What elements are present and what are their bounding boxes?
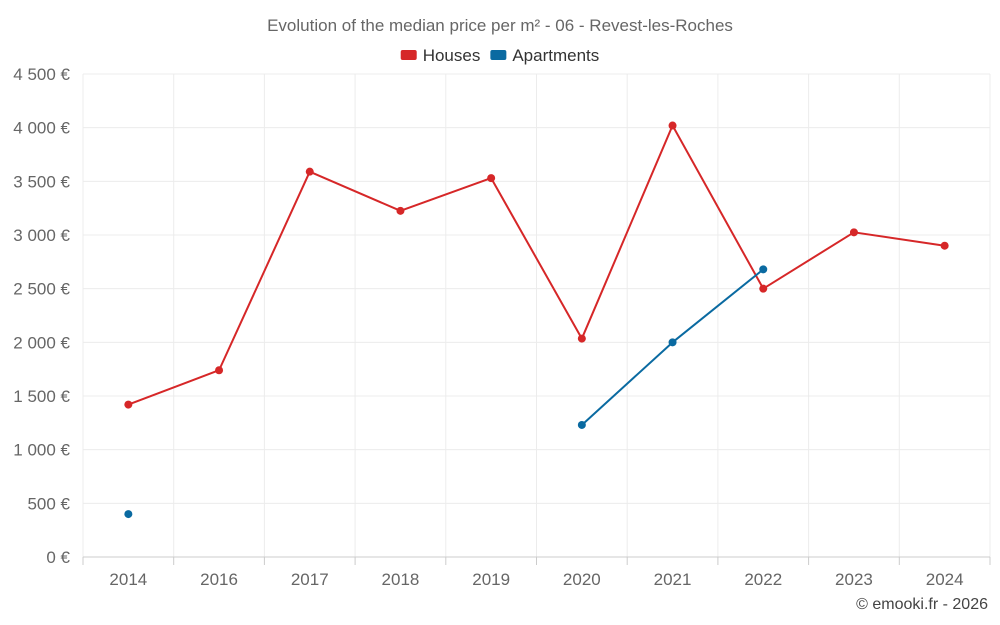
legend-label-houses[interactable]: Houses (423, 46, 481, 65)
data-point-houses[interactable] (577, 334, 586, 343)
data-point-houses[interactable] (849, 228, 858, 237)
data-point-houses[interactable] (396, 206, 405, 215)
x-tick-label: 2016 (200, 570, 238, 589)
x-tick-label: 2021 (654, 570, 692, 589)
y-tick-label: 3 500 € (13, 172, 70, 191)
series-line-houses (127, 124, 946, 406)
data-point-apartments[interactable] (124, 510, 133, 519)
y-tick-label: 2 000 € (13, 333, 70, 352)
x-tick-label: 2017 (291, 570, 329, 589)
legend-swatch-houses (400, 50, 417, 60)
y-tick-label: 4 000 € (13, 119, 70, 138)
data-point-houses[interactable] (940, 241, 949, 250)
y-tick-label: 2 500 € (13, 280, 70, 299)
y-tick-label: 1 000 € (13, 441, 70, 460)
x-tick-label: 2024 (926, 570, 964, 589)
y-axis: 0 € 500 € 1 000 € 1 500 € 2 000 € 2 500 € 3 00… (13, 65, 70, 567)
x-tick-label: 2019 (472, 570, 510, 589)
y-tick-label: 1 500 € (13, 387, 70, 406)
y-tick-label: 4 500 € (13, 65, 70, 84)
data-point-houses[interactable] (668, 121, 677, 130)
x-tick-label: 2014 (109, 570, 147, 589)
y-tick-label: 0 € (46, 548, 70, 567)
series-layer (124, 121, 949, 519)
data-point-houses[interactable] (487, 174, 496, 183)
data-point-apartments[interactable] (759, 265, 768, 274)
y-tick-label: 3 000 € (13, 226, 70, 245)
y-tick-label: 500 € (27, 494, 70, 513)
data-point-apartments[interactable] (577, 420, 586, 429)
data-point-houses[interactable] (215, 366, 224, 375)
x-tick-label: 2020 (563, 570, 601, 589)
x-tick-label: 2022 (744, 570, 782, 589)
legend-swatch-apartments (490, 50, 507, 60)
credit-text: © emooki.fr - 2026 (856, 596, 988, 613)
data-point-houses[interactable] (305, 167, 314, 176)
x-tick-label: 2018 (382, 570, 420, 589)
data-point-houses[interactable] (124, 400, 133, 409)
x-tick-label: 2023 (835, 570, 873, 589)
grid (82, 73, 991, 558)
legend-label-apartments[interactable]: Apartments (512, 46, 599, 65)
chart-title: Evolution of the median price per m² - 0… (267, 16, 733, 35)
data-point-apartments[interactable] (668, 338, 677, 347)
legend: Houses Apartments (400, 46, 599, 65)
series-line-apartments (580, 268, 765, 426)
x-axis: 2014 2016 2017 2018 2019 2020 2021 2022 2023 2024 (82, 557, 991, 589)
data-point-houses[interactable] (759, 284, 768, 293)
